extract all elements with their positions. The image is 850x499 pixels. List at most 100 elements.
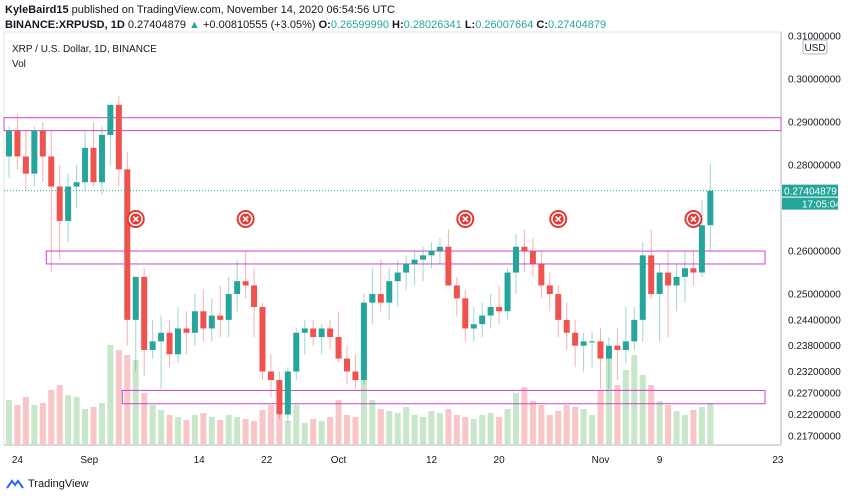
price-tick-label: 0.30000000: [788, 75, 841, 86]
volume-bar: [200, 413, 207, 445]
currency-badge[interactable]: [802, 39, 828, 55]
candle: [183, 311, 190, 355]
candle-body: [327, 328, 334, 338]
candle: [369, 268, 376, 325]
footer-brand[interactable]: TradingView: [28, 478, 89, 490]
volume-bar: [242, 419, 249, 445]
candle-body: [310, 328, 317, 338]
candle: [310, 319, 317, 346]
volume-bar: [504, 409, 511, 445]
candle: [597, 328, 604, 389]
last-price: 0.27404879: [127, 19, 186, 31]
volume-bar: [301, 423, 308, 445]
volume-bar: [22, 397, 29, 445]
candle-body: [436, 246, 443, 252]
volume-bar: [546, 415, 553, 445]
candle: [622, 306, 629, 363]
candle: [98, 126, 105, 196]
time-tick-label: Sep: [80, 455, 98, 466]
candle-body: [428, 251, 435, 256]
countdown-label: 17:05:04: [802, 200, 841, 211]
candle-body: [14, 130, 21, 157]
candle-body: [175, 328, 181, 355]
candle: [141, 268, 148, 376]
volume-bar: [293, 405, 300, 445]
time-tick-label: 9: [657, 455, 663, 466]
volume-bar: [377, 409, 384, 445]
candle-body: [141, 276, 148, 350]
candle-body: [73, 182, 80, 187]
candle-body: [242, 281, 249, 286]
candle-body: [284, 371, 291, 415]
candle: [124, 152, 131, 346]
candle: [496, 285, 503, 325]
candle: [377, 259, 384, 312]
candle: [293, 328, 300, 381]
candle: [521, 229, 528, 273]
candle-body: [267, 371, 274, 381]
candle: [208, 298, 215, 342]
candle: [82, 130, 89, 191]
price-tick-label: 0.25000000: [788, 290, 841, 301]
volume-bar: [555, 411, 562, 445]
volume-bar: [352, 417, 359, 445]
candle: [360, 294, 367, 385]
candle-body: [90, 147, 97, 183]
candle: [335, 311, 342, 363]
price-tick-label: 0.22200000: [788, 410, 841, 421]
volume-bar: [682, 415, 688, 445]
candle: [48, 130, 55, 273]
candle: [639, 242, 646, 342]
volume-bar: [107, 345, 114, 445]
volume-bar: [166, 415, 173, 445]
candle-body: [369, 294, 376, 303]
candle: [656, 263, 663, 342]
volume-bar: [690, 410, 697, 445]
rejection-marker-icon: [684, 210, 703, 228]
volume-bar: [420, 417, 427, 445]
publish-header: KyleBaird15 published on TradingView.com…: [5, 3, 606, 33]
time-tick-label: 14: [194, 455, 206, 466]
candle: [665, 251, 672, 338]
author-name[interactable]: KyleBaird15: [5, 4, 69, 16]
volume-bar: [132, 360, 139, 445]
candle-body: [572, 332, 579, 346]
volume-bar: [31, 405, 38, 445]
candle-body: [208, 315, 215, 329]
volume-bar: [65, 395, 72, 445]
candle: [555, 285, 562, 338]
chart-title: XRP / U.S. Dollar, 1D, BINANCE: [12, 44, 157, 55]
volume-bar: [327, 417, 334, 445]
volume-bar: [251, 421, 258, 445]
publish-line: KyleBaird15 published on TradingView.com…: [5, 3, 606, 18]
zone-boxes: [3, 117, 782, 405]
last-price-label: 0.27404879: [784, 187, 837, 198]
candle-body: [183, 328, 190, 333]
candle: [614, 328, 621, 381]
high-value: 0.28026341: [403, 19, 462, 31]
candle-body: [360, 302, 367, 381]
volume-bar: [234, 417, 241, 445]
candle: [403, 255, 410, 290]
candle: [411, 251, 418, 286]
ohlc-line: BINANCE:XRPUSD, 1D 0.27404879 ▲ +0.00810…: [5, 18, 606, 33]
low-value: 0.26007664: [475, 19, 534, 31]
volume-bar: [521, 387, 528, 445]
close-label: C:: [536, 19, 549, 31]
price-tick-label: 0.29000000: [788, 118, 841, 129]
candle-body: [462, 298, 469, 329]
volume-bar: [538, 405, 545, 445]
price-tick-label: 0.23200000: [788, 367, 841, 378]
candle-body: [344, 358, 350, 372]
candle-body: [614, 345, 621, 350]
candle-body: [166, 332, 173, 355]
volume-bar: [183, 420, 190, 445]
candle-body: [648, 255, 655, 295]
candle: [546, 272, 553, 312]
volume-bar: [614, 385, 621, 445]
footer: TradingView: [6, 478, 89, 490]
candle: [217, 285, 224, 338]
candle-body: [293, 332, 300, 372]
volume-label: Vol: [12, 59, 26, 70]
